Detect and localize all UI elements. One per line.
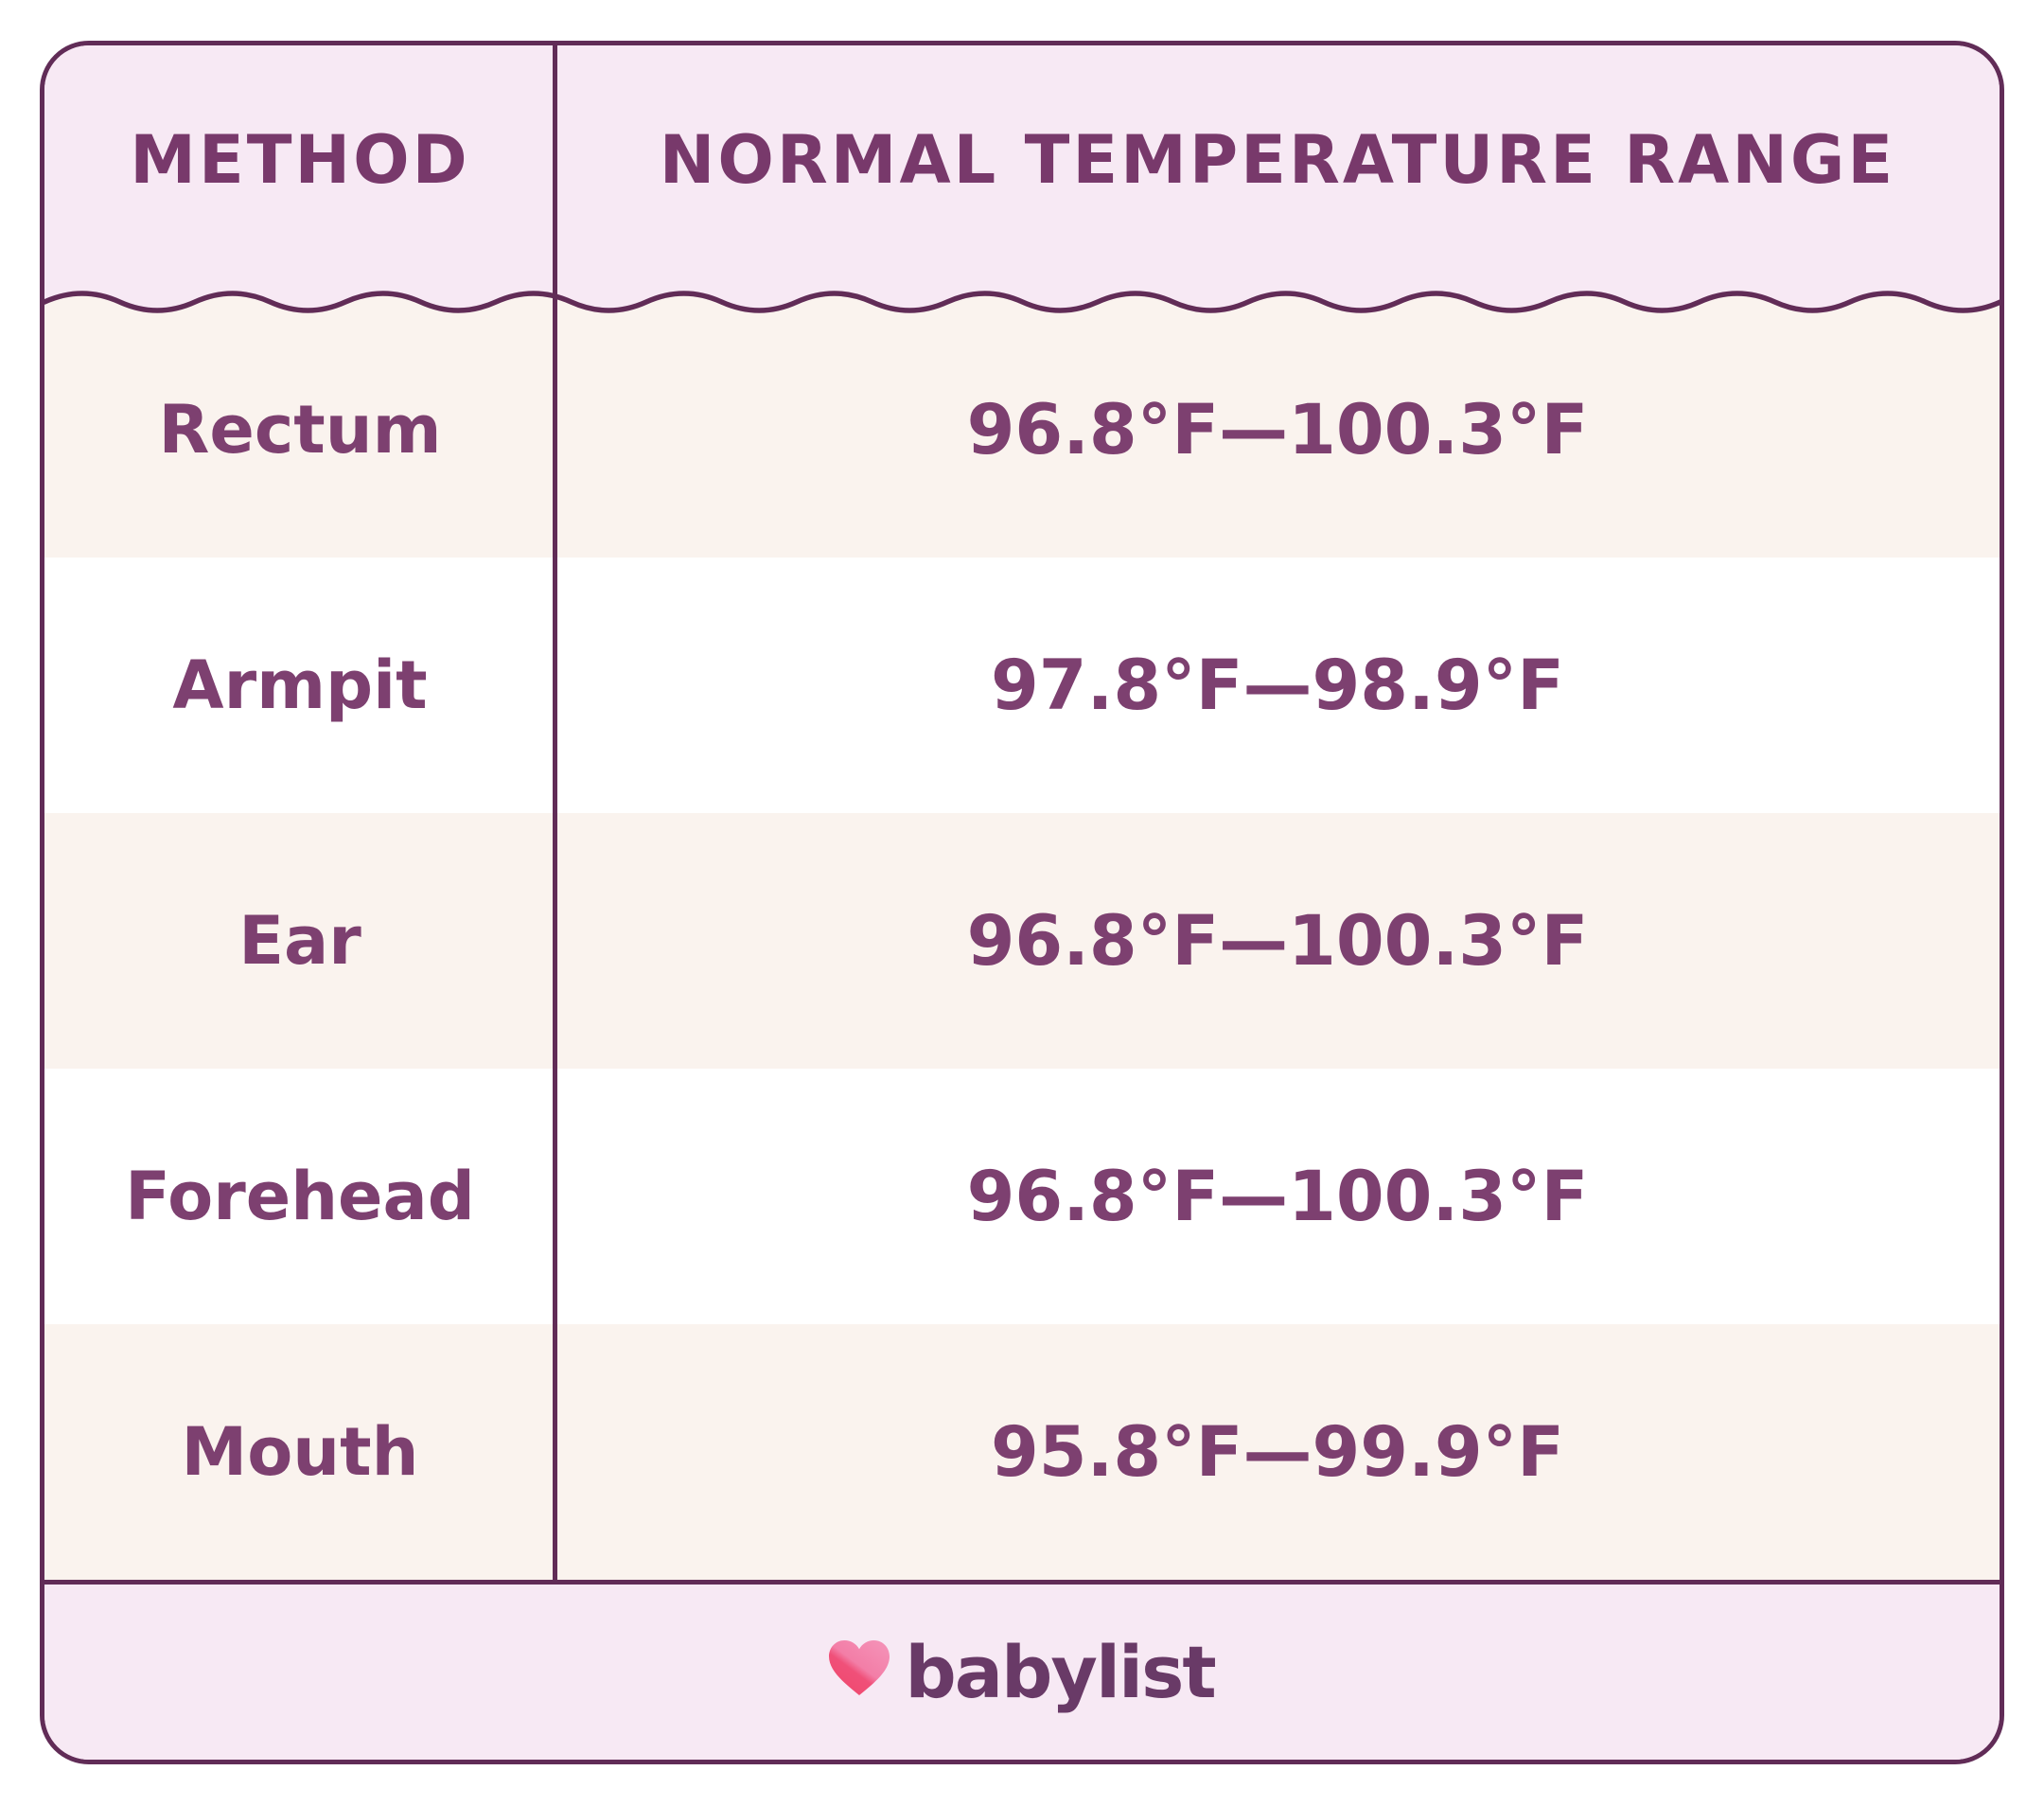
wavy-divider (44, 283, 2000, 321)
table-row: Ear 96.8°F—100.3°F (44, 813, 2000, 1069)
range-cell: 97.8°F—98.9°F (991, 645, 1564, 726)
method-cell: Forehead (125, 1158, 475, 1235)
column-header-method: METHOD (130, 120, 470, 199)
temperature-table-card: METHOD NORMAL TEMPERATURE RANGE Rectum 9… (40, 41, 2004, 1764)
table-grid: METHOD NORMAL TEMPERATURE RANGE Rectum 9… (44, 45, 2000, 1580)
method-cell: Armpit (172, 646, 428, 724)
method-cell: Ear (238, 902, 361, 980)
table-row: Mouth 95.8°F—99.9°F (44, 1324, 2000, 1580)
method-cell: Mouth (181, 1413, 419, 1491)
table-row: Forehead 96.8°F—100.3°F (44, 1069, 2000, 1324)
table-row: Rectum 96.8°F—100.3°F (44, 302, 2000, 558)
range-cell: 96.8°F—100.3°F (966, 900, 1589, 982)
table-row: Armpit 97.8°F—98.9°F (44, 558, 2000, 813)
table-header-row: METHOD NORMAL TEMPERATURE RANGE (44, 45, 2000, 302)
range-cell: 96.8°F—100.3°F (966, 1156, 1589, 1237)
heart-icon (829, 1639, 890, 1695)
range-cell: 96.8°F—100.3°F (966, 389, 1589, 470)
column-header-range: NORMAL TEMPERATURE RANGE (659, 120, 1896, 199)
column-divider-line (553, 45, 557, 1580)
range-cell: 95.8°F—99.9°F (991, 1411, 1564, 1493)
method-cell: Rectum (158, 391, 442, 469)
brand-footer: babylist (44, 1580, 2000, 1760)
brand-wordmark: babylist (905, 1629, 1216, 1714)
